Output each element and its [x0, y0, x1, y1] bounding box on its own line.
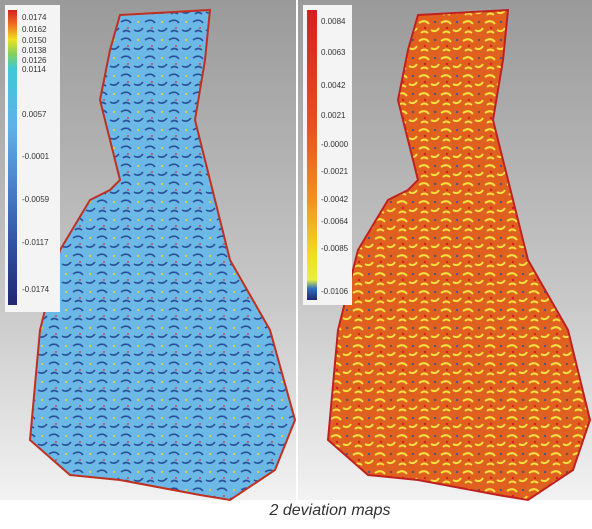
scale-label: 0.0126 — [22, 56, 47, 65]
scale-label: 0.0084 — [321, 17, 346, 26]
scale-label: -0.0174 — [22, 285, 50, 294]
caption: 2 deviation maps — [269, 502, 391, 519]
scale-label: -0.0001 — [22, 152, 50, 161]
scale-label: -0.0000 — [321, 140, 349, 149]
scale-label: 0.0174 — [22, 13, 47, 22]
scale-label: 0.0114 — [22, 65, 46, 74]
scale-label: 0.0021 — [321, 111, 346, 120]
scale-label: 0.0138 — [22, 46, 47, 55]
scale-label: 0.0150 — [22, 36, 47, 45]
scale-label: -0.0106 — [321, 287, 349, 296]
scale-label: -0.0085 — [321, 244, 349, 253]
figure: 0.0174 0.0162 0.01500.01380.01260.0114 0.00… — [0, 0, 592, 524]
scale-label: -0.0059 — [22, 195, 50, 204]
scale-label: 0.0162 — [22, 25, 47, 34]
scale-label: -0.0064 — [321, 217, 349, 226]
scale-label: -0.0021 — [321, 167, 349, 176]
scale-label: 0.0042 — [321, 81, 346, 90]
color-bar — [307, 10, 317, 300]
scale-label: -0.0042 — [321, 195, 349, 204]
scale-label: 0.0057 — [22, 110, 47, 119]
color-bar — [8, 10, 17, 305]
scale-label: 0.0063 — [321, 48, 346, 57]
scale-label: -0.0117 — [22, 238, 49, 247]
